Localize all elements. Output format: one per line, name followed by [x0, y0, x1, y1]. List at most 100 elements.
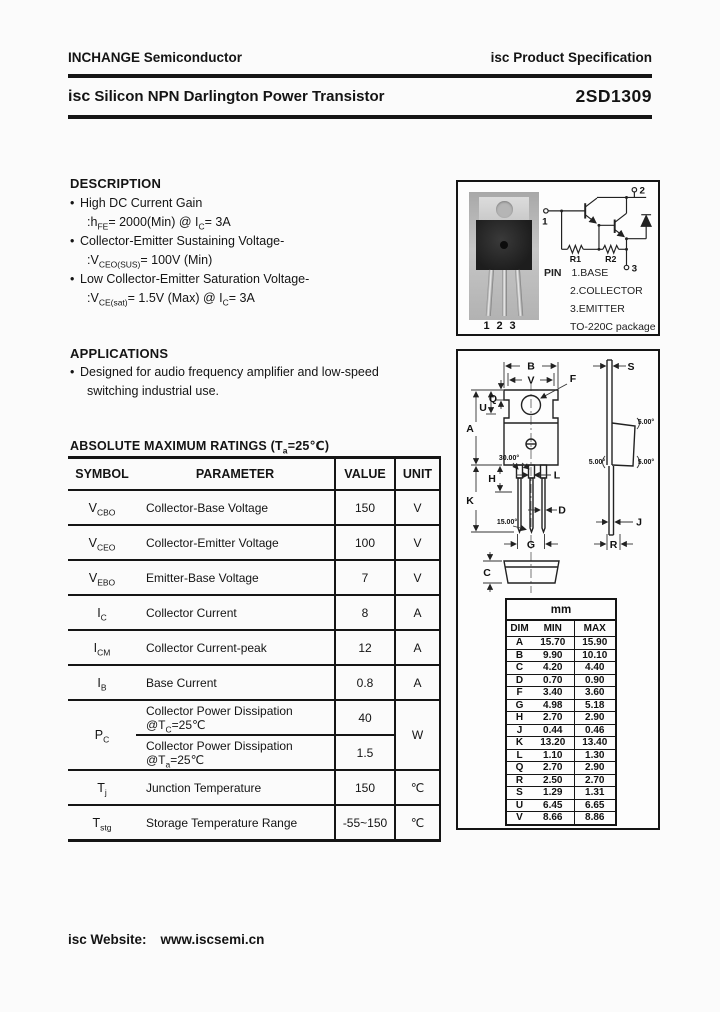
unit-cell: A — [394, 595, 441, 631]
spec-label-text: Product Specification — [513, 50, 652, 65]
angle-label-15: 15.00° — [497, 518, 518, 526]
schematic-pin3-label: 3 — [632, 263, 638, 274]
angle-label-5: 5.00° — [638, 418, 655, 426]
dim-label-V: V — [527, 375, 534, 387]
pin-number: 2 — [496, 320, 503, 332]
title-rule — [68, 115, 652, 119]
bullet-icon: • — [70, 365, 75, 379]
angle-label-30: 30.00° — [499, 454, 520, 462]
ratings-table: SYMBOL PARAMETER VALUE UNIT VCBO Collecto… — [68, 456, 441, 842]
min-cell: 15.70 — [532, 636, 574, 650]
header-rule — [68, 74, 652, 78]
pin-item: 3.EMITTER — [570, 303, 625, 315]
pin-definition: PIN 1.BASE — [544, 264, 656, 282]
bullet-icon: • — [70, 196, 75, 210]
unit-cell: V — [394, 525, 441, 561]
parameter-cell: Collector Current-peak — [136, 630, 335, 666]
bullet-icon: • — [70, 234, 75, 248]
ratings-row: VEBO Emitter-Base Voltage 7 V — [68, 560, 441, 596]
symbol-cell: Tstg — [68, 805, 136, 842]
value-cell: 150 — [334, 490, 395, 526]
dim-row: L 1.10 1.30 — [506, 749, 616, 762]
package-outline-drawing: B V F Q U A H K G C L D S J R 30.00° 15.… — [466, 359, 655, 593]
parameter-cell: Collector Current — [136, 595, 335, 631]
dim-header-row: DIM MIN MAX — [506, 620, 616, 637]
dim-label-K: K — [466, 495, 474, 507]
dim-label-J: J — [636, 517, 642, 529]
symbol-cell: IC — [68, 595, 136, 631]
dim-unit-header: mm — [506, 599, 616, 621]
pin-heading: PIN — [544, 267, 562, 279]
dim-label-Q: Q — [489, 393, 497, 405]
ratings-row: Tstg Storage Temperature Range -55~150 ℃ — [68, 805, 441, 842]
dim-cell: U — [506, 799, 532, 812]
max-cell: 13.40 — [573, 736, 616, 750]
dim-cell: S — [506, 786, 532, 800]
min-cell: 1.29 — [532, 786, 574, 800]
min-cell: 2.70 — [532, 761, 574, 775]
min-cell: 0.70 — [532, 674, 574, 687]
max-cell: 2.70 — [573, 774, 616, 787]
isc-logo-text: isc — [490, 50, 510, 65]
dim-row: Q 2.70 2.90 — [506, 761, 616, 775]
dim-cell: D — [506, 674, 532, 687]
min-cell: 2.50 — [532, 774, 574, 787]
dim-cell: A — [506, 636, 532, 650]
symbol-cell: IB — [68, 665, 136, 701]
dim-cell: V — [506, 811, 532, 825]
dim-label-C: C — [483, 567, 491, 579]
min-cell: 2.70 — [532, 711, 574, 725]
value-cell: -55~150 — [334, 805, 395, 842]
dim-row: K 13.20 13.40 — [506, 736, 616, 750]
dim-row: D 0.70 0.90 — [506, 674, 616, 687]
angle-label-5: 5.00° — [589, 458, 606, 466]
schematic-pin1-label: 1 — [542, 216, 548, 227]
dim-cell: Q — [506, 761, 532, 775]
applications-text: Designed for audio frequency amplifier a… — [80, 365, 379, 379]
ratings-row: VCEO Collector-Emitter Voltage 100 V — [68, 525, 441, 561]
ratings-row: ICM Collector Current-peak 12 A — [68, 630, 441, 666]
outline-box: B V F Q U A H K G C L D S J R 30.00° 15.… — [456, 349, 660, 830]
pin-definition-list: PIN 1.BASE 2.COLLECTOR 3.EMITTER TO-220C … — [544, 264, 656, 336]
description-item: • High DC Current Gain — [70, 194, 450, 213]
footer-url: www.iscsemi.cn — [160, 932, 265, 947]
schematic-r1-label: R1 — [570, 254, 581, 264]
pin-item: 1.BASE — [571, 267, 609, 279]
column-header-symbol: SYMBOL — [68, 456, 136, 491]
max-cell: 8.86 — [573, 811, 616, 825]
dim-cell: K — [506, 736, 532, 750]
package-photo — [469, 192, 539, 320]
package-box: 1 2 3 — [456, 180, 660, 336]
spec-label: isc Product Specification — [68, 50, 652, 65]
ratings-row: PC Collector Power Dissipation @TC=25℃ 40 W — [68, 700, 441, 771]
dim-label-U: U — [479, 402, 487, 414]
dim-label-D: D — [558, 505, 566, 517]
dim-label-A: A — [466, 423, 474, 435]
photo-mounting-hole — [496, 201, 513, 218]
ratings-table-body: VCBO Collector-Base Voltage 150 V VCEO Collec… — [68, 490, 441, 842]
dim-row: C 4.20 4.40 — [506, 661, 616, 675]
dimension-table: mm DIM MIN MAX A 15.70 15.90 B 9.90 10.10 C 4.2… — [505, 598, 617, 826]
unit-cell: ℃ — [394, 770, 441, 806]
unit-cell: V — [394, 490, 441, 526]
applications-item: • Designed for audio frequency amplifier … — [70, 363, 450, 382]
symbol-cell: PC — [68, 700, 136, 771]
value-cell: 1.5 — [334, 735, 395, 771]
parameter-cell: Collector Power Dissipation @TC=25℃ — [136, 700, 335, 736]
bullet-icon: • — [70, 272, 75, 286]
photo-leg — [485, 269, 494, 317]
unit-cell: A — [394, 630, 441, 666]
symbol-cell: Tj — [68, 770, 136, 806]
description-text: High DC Current Gain — [80, 196, 203, 210]
column-header-value: VALUE — [334, 456, 395, 491]
unit-cell: W — [394, 700, 441, 771]
max-cell: 1.30 — [573, 749, 616, 762]
min-cell: 6.45 — [532, 799, 574, 812]
pin-number: 3 — [509, 320, 516, 332]
dim-cell: G — [506, 699, 532, 712]
parameter-cell: Emitter-Base Voltage — [136, 560, 335, 596]
description-detail: :hFE= 2000(Min) @ IC= 3A — [87, 215, 231, 232]
unit-cell: ℃ — [394, 805, 441, 842]
photo-leg — [514, 269, 523, 317]
page-title-text: Silicon NPN Darlington Power Transistor — [94, 88, 385, 105]
